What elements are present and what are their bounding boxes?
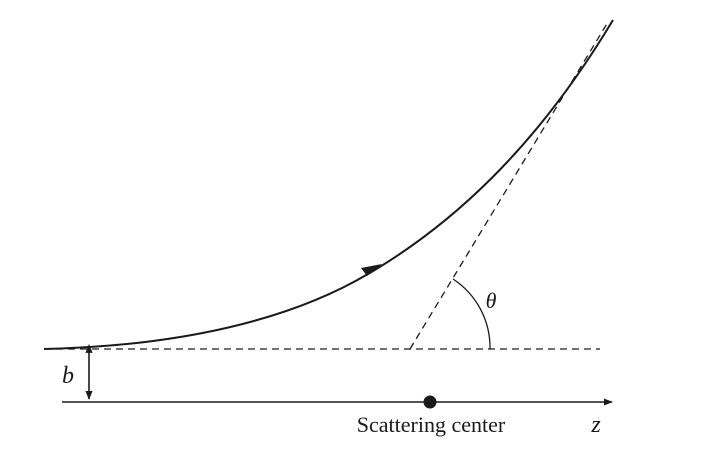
scattering-center-label: Scattering center [357,412,506,437]
scattering-center-dot [423,395,437,409]
particle-trajectory [43,19,614,350]
trajectory-direction-arrowhead [361,264,382,276]
angle-theta-label: θ [486,288,497,313]
outgoing-asymptote-dashed-line [409,21,609,350]
impact-parameter-label: b [62,363,74,389]
scattering-angle-arc [452,278,491,350]
z-axis-label: z [590,412,601,438]
